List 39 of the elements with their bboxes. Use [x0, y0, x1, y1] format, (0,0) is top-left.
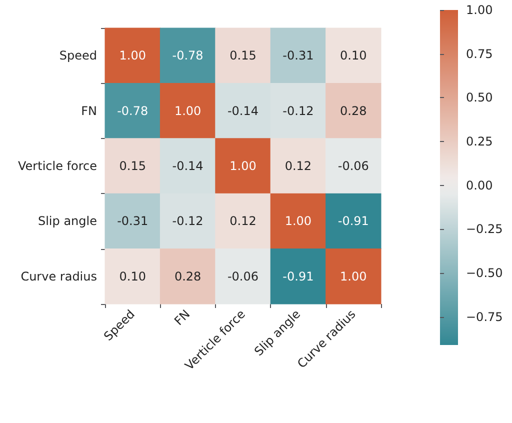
data-label: 0.10: [119, 269, 146, 284]
y-tick-label: Slip angle: [38, 214, 97, 228]
y-tick-label: Verticle force: [18, 159, 97, 173]
data-label: 0.10: [340, 48, 367, 63]
data-label: -0.06: [338, 159, 369, 173]
color-bar-label: −0.75: [466, 310, 503, 324]
data-label: 1.00: [230, 159, 256, 173]
color-bar-label: 0.00: [466, 178, 493, 192]
data-label: -0.31: [282, 48, 314, 63]
data-label: 1.00: [119, 48, 146, 63]
color-bar-label: 0.25: [466, 134, 493, 149]
x-tick-label: FN: [172, 307, 193, 328]
color-bar-label: −0.25: [466, 222, 503, 236]
data-label: 0.28: [340, 104, 367, 118]
data-label: -0.14: [227, 104, 259, 118]
data-label: 1.00: [174, 104, 202, 118]
data-label: -0.06: [227, 269, 259, 284]
data-label: -0.14: [172, 159, 204, 173]
data-label: 0.12: [284, 159, 312, 173]
color-bar-label: 1.00: [466, 3, 493, 17]
data-label: 0.28: [174, 269, 202, 284]
data-label: -0.12: [282, 104, 314, 118]
data-label: -0.91: [338, 214, 369, 228]
y-tick-label: FN: [81, 104, 97, 118]
data-label: 0.12: [230, 214, 256, 228]
data-label: -0.12: [172, 214, 204, 228]
data-label: 0.15: [119, 159, 146, 173]
data-label: 0.15: [230, 48, 256, 63]
color-bar-label: 0.50: [466, 90, 493, 105]
data-label: 1.00: [340, 269, 367, 284]
data-label: -0.78: [117, 104, 148, 118]
data-label: -0.31: [117, 214, 148, 228]
color-bar-label: 0.75: [466, 46, 493, 61]
data-label: 1.00: [284, 214, 312, 228]
y-tick-label: Speed: [59, 48, 97, 63]
color-bar-label: −0.50: [466, 266, 503, 280]
data-label: -0.91: [282, 269, 314, 284]
y-tick-label: Curve radius: [20, 269, 97, 284]
data-label: -0.78: [172, 48, 204, 63]
